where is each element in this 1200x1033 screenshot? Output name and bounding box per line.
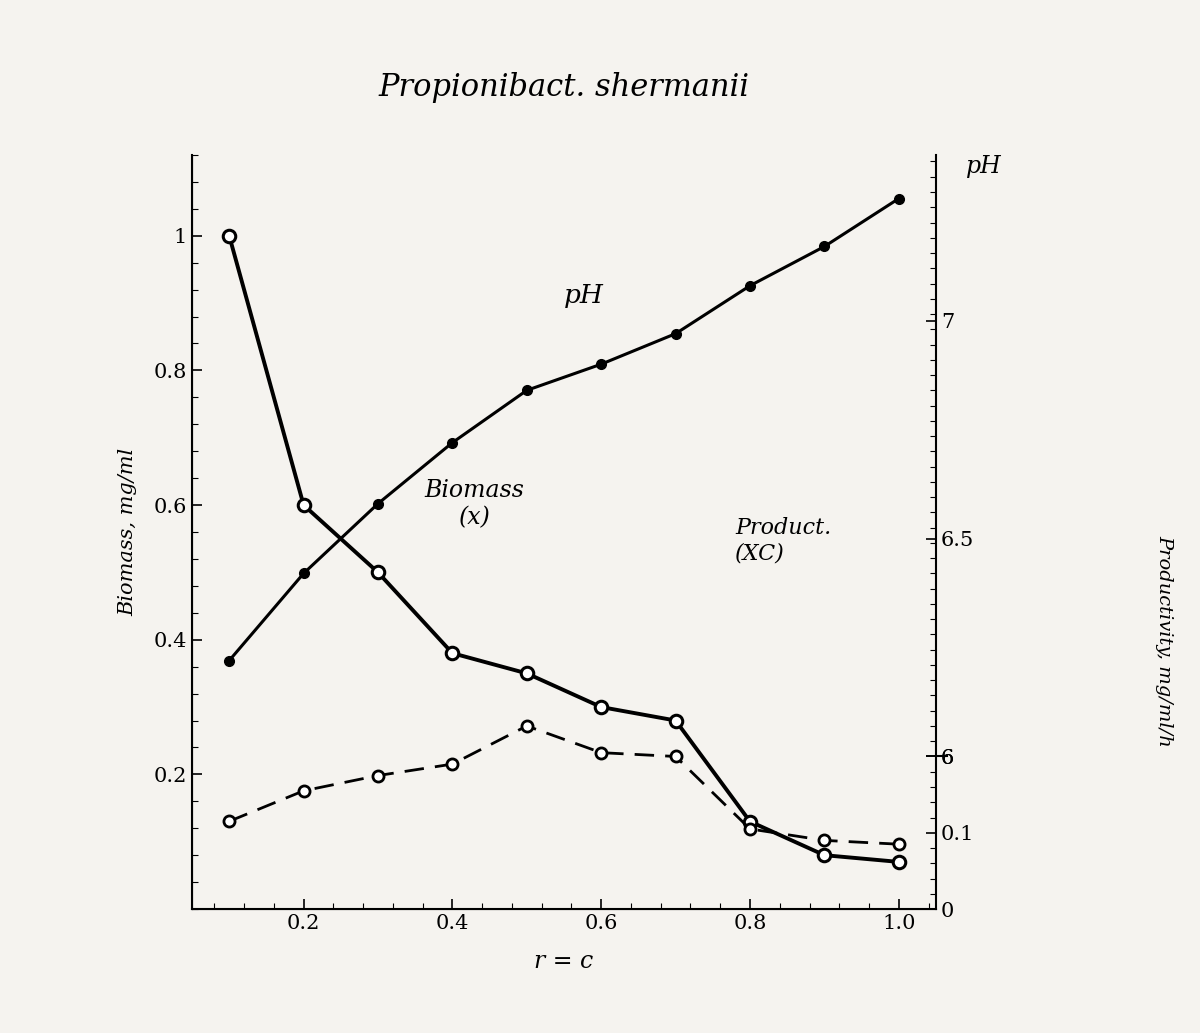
Text: Productivity, mg/ml/h: Productivity, mg/ml/h	[1154, 535, 1174, 746]
Text: Biomass
(x): Biomass (x)	[425, 479, 524, 529]
Y-axis label: Biomass, mg/ml: Biomass, mg/ml	[118, 448, 137, 616]
Text: pH: pH	[966, 155, 1002, 178]
Text: Product.
(XC): Product. (XC)	[736, 516, 832, 564]
Text: Propionibact. shermanii: Propionibact. shermanii	[378, 72, 750, 103]
X-axis label: r = c: r = c	[534, 949, 594, 972]
Text: pH: pH	[564, 283, 604, 308]
